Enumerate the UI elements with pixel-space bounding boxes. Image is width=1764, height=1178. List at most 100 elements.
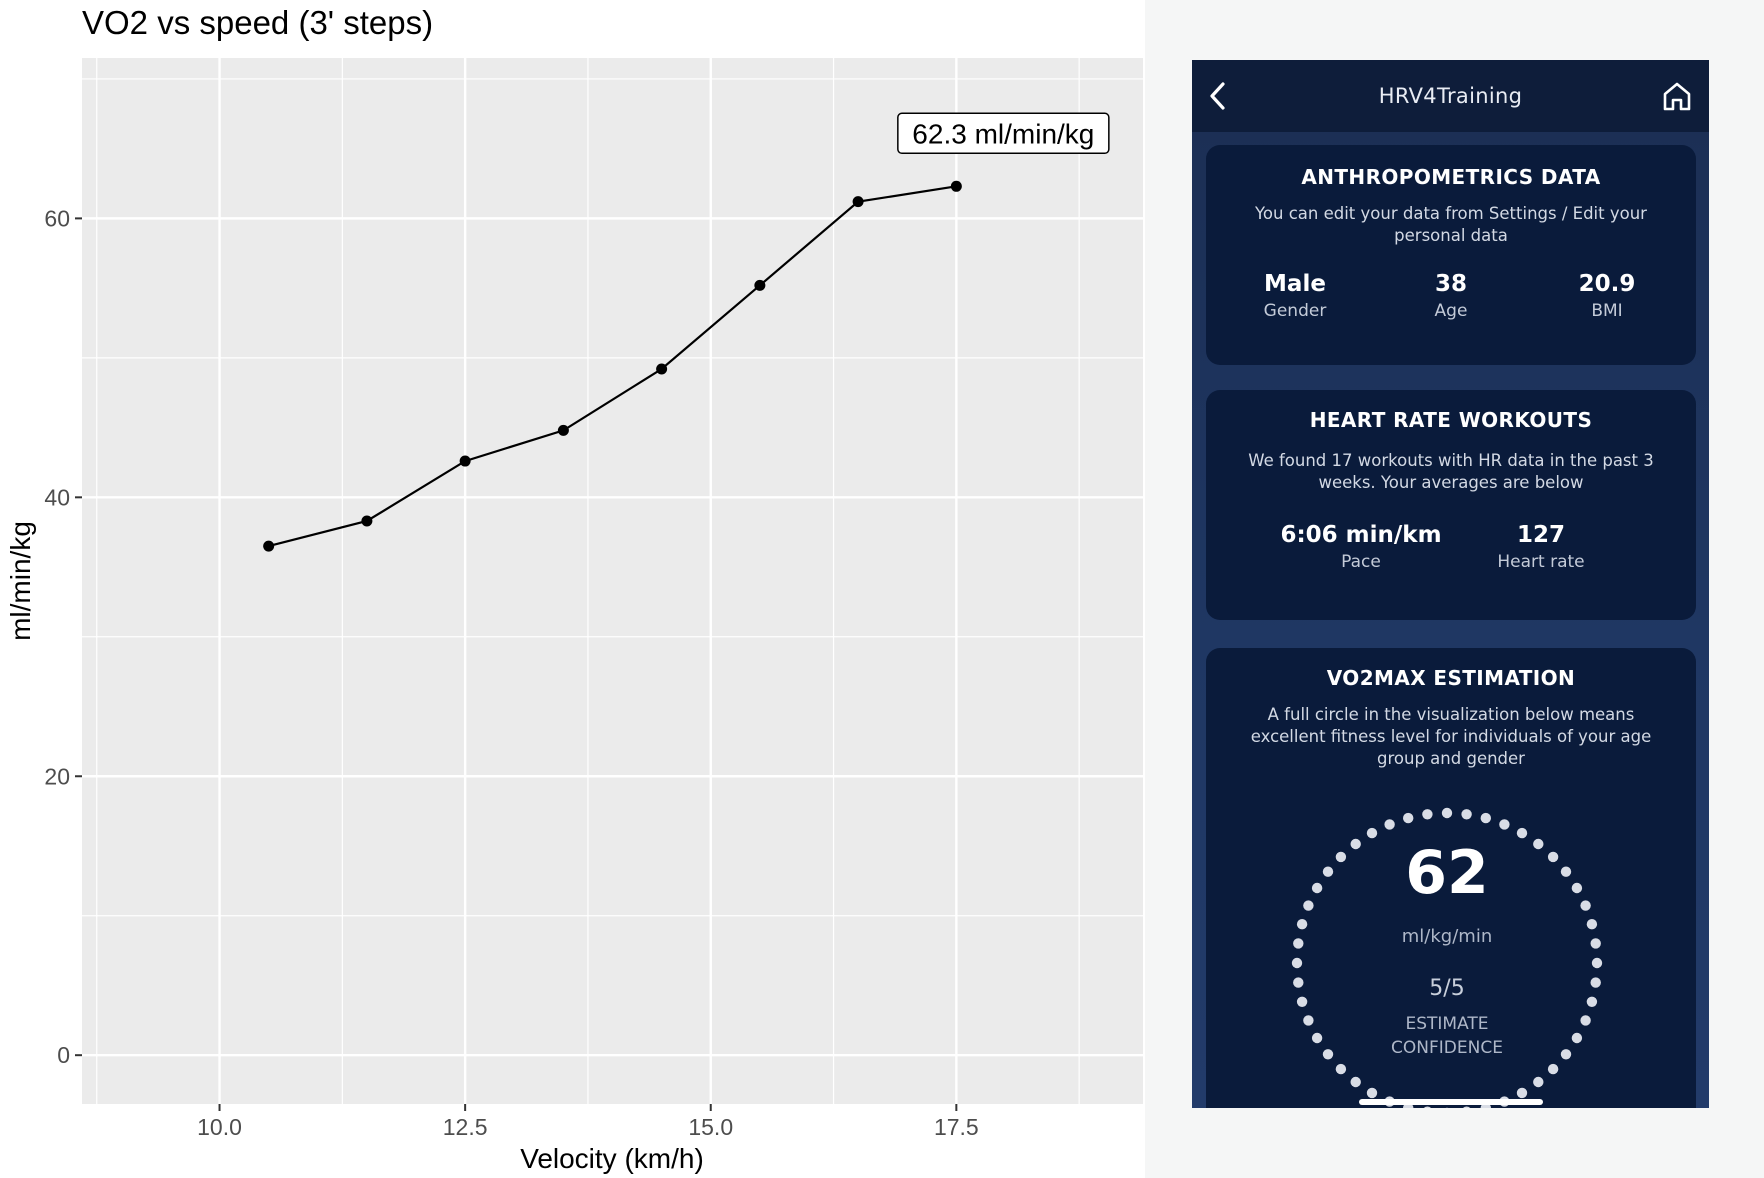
gauge-dot	[1571, 1032, 1583, 1044]
anthropometrics-title: ANTHROPOMETRICS DATA	[1301, 165, 1601, 189]
gauge-dot	[1461, 809, 1472, 820]
bmi-value: 20.9	[1578, 271, 1636, 297]
gauge-dot	[1403, 812, 1414, 824]
data-point	[459, 455, 471, 467]
gauge-dot	[1580, 1015, 1591, 1026]
gauge-dot	[1384, 819, 1395, 830]
data-point	[852, 196, 864, 208]
heart-rate-stat: 127 Heart rate	[1451, 522, 1631, 572]
back-button[interactable]	[1196, 74, 1240, 118]
gauge-dot	[1350, 838, 1361, 850]
age-stat: 38 Age	[1373, 271, 1529, 321]
home-indicator[interactable]	[1359, 1099, 1543, 1105]
gauge-dot	[1303, 1015, 1314, 1026]
data-point	[754, 279, 766, 291]
gauge-dot	[1516, 827, 1528, 839]
gauge-dot	[1335, 1063, 1347, 1075]
heart-rate-value: 127	[1516, 522, 1565, 548]
vo2max-title: VO2MAX ESTIMATION	[1326, 666, 1576, 690]
gauge-dot	[1580, 900, 1591, 911]
gauge-dot	[1311, 1032, 1323, 1044]
anthropometrics-card: ANTHROPOMETRICS DATA You can edit your d…	[1206, 145, 1696, 365]
grid-minor	[82, 58, 1143, 1104]
vo2-speed-chart: VO2 vs speed (3' steps) 10.0 12.5 15.0 17.5…	[5, 4, 1143, 1174]
gauge-dot	[1322, 1049, 1334, 1060]
gauge-dot	[1516, 1087, 1528, 1099]
gauge-dot	[1296, 919, 1308, 930]
gauge-dot	[1293, 938, 1304, 949]
gender-label: Gender	[1263, 301, 1327, 321]
age-label: Age	[1434, 301, 1468, 321]
y-tick-label: 0	[57, 1042, 70, 1068]
heart-rate-workouts-card: HEART RATE WORKOUTS We found 17 workouts…	[1206, 390, 1696, 620]
workouts-stats: 6:06 min/km Pace 127 Heart rate	[1206, 522, 1696, 572]
gauge-dot	[1422, 809, 1433, 820]
y-tick-label: 20	[44, 763, 70, 789]
x-tick-label: 10.0	[197, 1114, 242, 1140]
gauge-dot	[1586, 919, 1598, 930]
data-point	[950, 180, 962, 192]
gauge-dot	[1480, 812, 1491, 824]
vo2max-card: VO2MAX ESTIMATION A full circle in the v…	[1206, 648, 1696, 1108]
gauge-dot	[1547, 1063, 1559, 1075]
anthropometrics-stats: Male Gender 38 Age 20.9 BMI	[1206, 271, 1696, 321]
y-axis-label: ml/min/kg	[5, 521, 36, 641]
heart-rate-label: Heart rate	[1497, 552, 1585, 572]
gauge-dot	[1350, 1076, 1361, 1088]
app-header: HRV4Training	[1192, 60, 1709, 132]
gauge-dot	[1335, 851, 1347, 863]
series-path	[268, 185, 957, 548]
gauge-dot	[1366, 1087, 1378, 1099]
axis-ticks: 10.0 12.5 15.0 17.5 0 20 40 60	[44, 205, 978, 1140]
app-title: HRV4Training	[1378, 84, 1523, 108]
gauge-dot	[1533, 838, 1544, 850]
bmi-stat: 20.9 BMI	[1529, 271, 1685, 321]
x-tick-label: 15.0	[688, 1114, 733, 1140]
gauge-dot	[1499, 819, 1510, 830]
workouts-title: HEART RATE WORKOUTS	[1309, 408, 1593, 432]
series-line	[263, 180, 962, 552]
pace-label: Pace	[1341, 552, 1381, 572]
chart-title: VO2 vs speed (3' steps)	[82, 4, 433, 41]
vo2max-value: 62	[1405, 838, 1489, 908]
gauge-dot	[1560, 866, 1572, 877]
gauge-dot	[1462, 1106, 1471, 1108]
x-axis-label: Velocity (km/h)	[520, 1143, 704, 1174]
vo2max-gauge: 62 ml/kg/min 5/5 ESTIMATE CONFIDENCE	[1282, 798, 1612, 1108]
gauge-dot	[1303, 900, 1314, 911]
gauge-dot	[1560, 1049, 1572, 1060]
plot-panel	[82, 58, 1143, 1104]
bmi-label: BMI	[1591, 301, 1623, 321]
chevron-left-icon	[1210, 82, 1225, 110]
gauge-dot	[1322, 866, 1334, 877]
annotation-label: 62.3 ml/min/kg	[897, 112, 1110, 155]
confidence-value: 5/5	[1429, 976, 1465, 1001]
annotation-text: 62.3 ml/min/kg	[912, 118, 1094, 149]
gauge-dot	[1590, 977, 1601, 988]
data-point	[557, 424, 569, 436]
gauge-dot	[1423, 1106, 1432, 1108]
home-button[interactable]	[1655, 74, 1699, 118]
x-tick-label: 12.5	[443, 1114, 488, 1140]
workouts-description: We found 17 workouts with HR data in the…	[1248, 451, 1654, 492]
pace-stat: 6:06 min/km Pace	[1271, 522, 1451, 572]
gauge-dot	[1293, 977, 1304, 988]
data-point	[361, 515, 373, 527]
gauge-dot	[1366, 827, 1378, 839]
home-icon	[1663, 82, 1691, 111]
data-point	[263, 540, 275, 552]
gauge-dot	[1296, 996, 1308, 1007]
confidence-label: ESTIMATE CONFIDENCE	[1391, 1014, 1503, 1058]
gauge-dot	[1533, 1076, 1544, 1088]
hrv4training-screen: HRV4Training ANTHROPOMETRICS DATA You ca…	[1192, 60, 1709, 1108]
gauge-dot	[1547, 851, 1559, 863]
x-tick-label: 17.5	[934, 1114, 979, 1140]
y-tick-label: 40	[44, 484, 70, 510]
grid-major	[82, 58, 1143, 1104]
gauge-dot	[1590, 938, 1601, 949]
gauge-dot	[1311, 882, 1323, 894]
gender-value: Male	[1264, 271, 1326, 297]
anthropometrics-description: You can edit your data from Settings / E…	[1255, 204, 1647, 245]
gauge-dot	[1591, 957, 1603, 969]
gauge-dot	[1441, 807, 1453, 819]
